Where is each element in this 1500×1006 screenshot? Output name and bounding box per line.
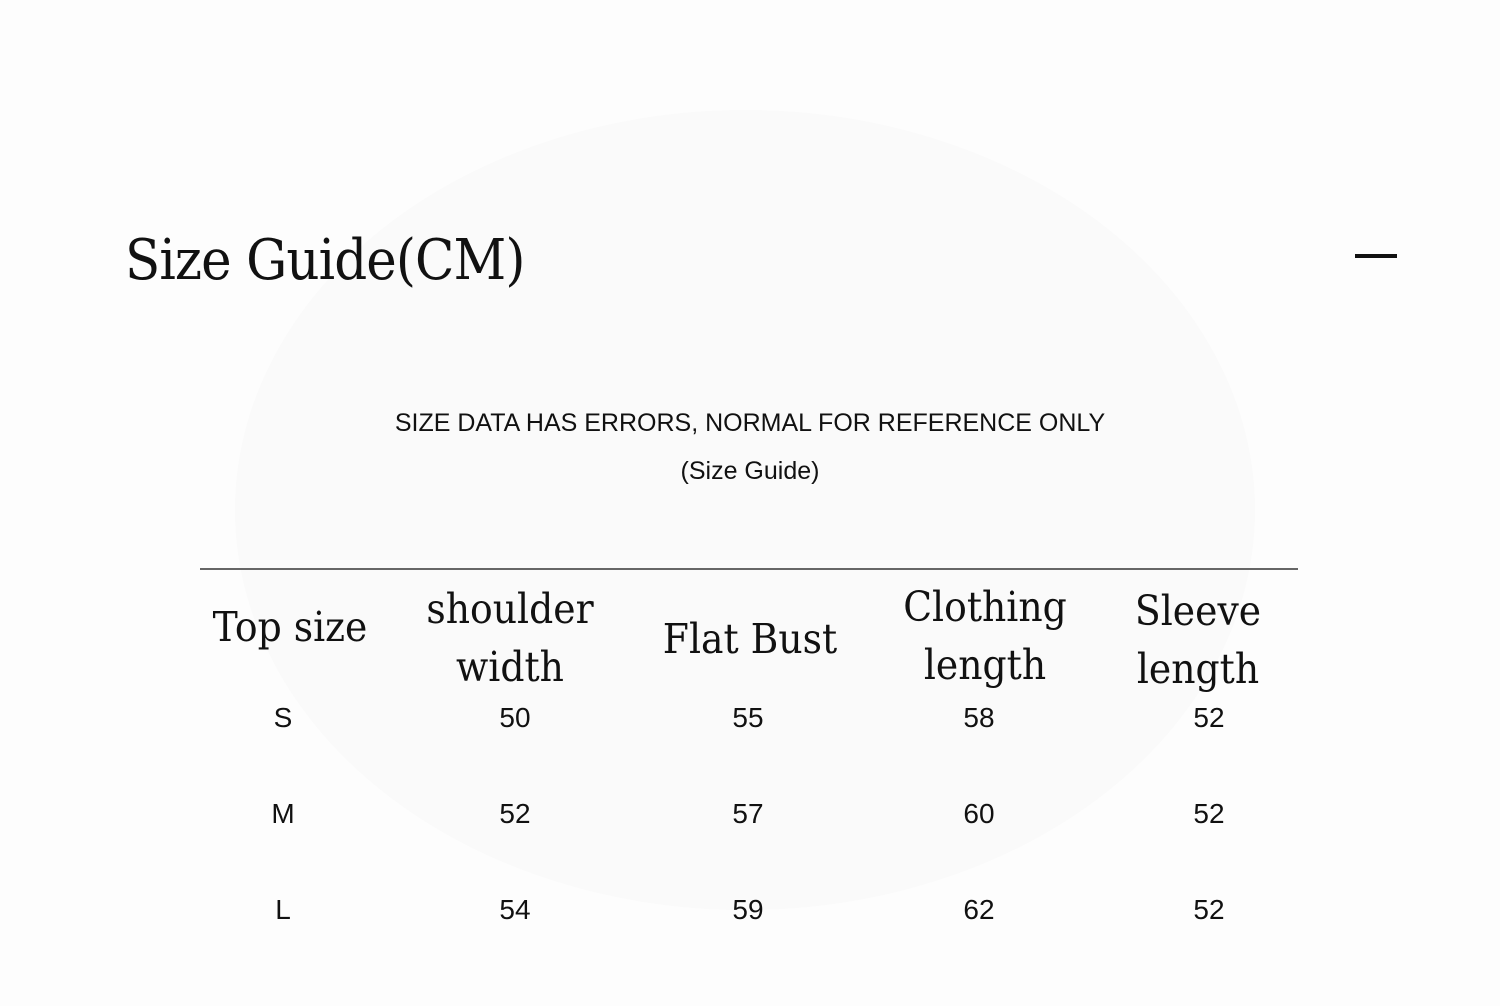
table-cell: 52 xyxy=(499,798,531,829)
table-cell: 55 xyxy=(732,702,764,733)
table-cell: 62 xyxy=(963,894,995,925)
page-title: Size Guide(CM) xyxy=(125,228,525,293)
table-cell: 50 xyxy=(499,702,531,733)
background-decoration xyxy=(235,110,1255,910)
size-guide-subtitle: (Size Guide) xyxy=(680,457,820,485)
column-header: Sleeve length xyxy=(1134,587,1262,693)
table-cell: 52 xyxy=(1193,798,1225,829)
table-cell: 60 xyxy=(963,798,995,829)
table-cell: S xyxy=(273,702,293,733)
minus-icon[interactable] xyxy=(1355,254,1397,258)
table-cell: 54 xyxy=(499,894,531,925)
table-cell: 59 xyxy=(732,894,764,925)
table-cell: 52 xyxy=(1193,702,1225,733)
table-cell: 58 xyxy=(963,702,995,733)
table-cell: M xyxy=(271,798,295,829)
table-cell: 57 xyxy=(732,798,764,829)
table-cell: 52 xyxy=(1193,894,1225,925)
disclaimer-note: SIZE DATA HAS ERRORS, NORMAL FOR REFEREN… xyxy=(394,409,1106,437)
column-header: shoulder width xyxy=(426,585,594,691)
table-divider xyxy=(200,568,1298,570)
table-cell: L xyxy=(275,894,291,925)
column-header: Top size xyxy=(212,603,368,651)
column-header: Clothing length xyxy=(903,583,1067,689)
column-header: Flat Bust xyxy=(662,615,838,663)
